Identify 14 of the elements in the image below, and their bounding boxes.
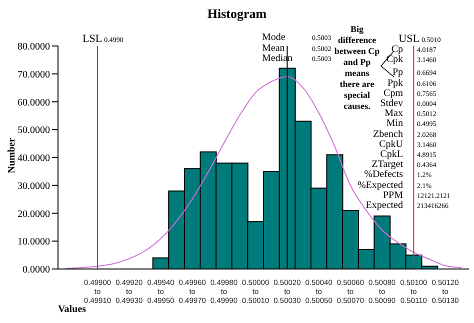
y-tick-label: 20.0000 (18, 208, 50, 220)
y-tick-label: 10.0000 (18, 236, 50, 248)
y-tick-label: 50.0000 (18, 125, 50, 136)
x-axis-title: Values (58, 304, 87, 315)
annotation: Big difference between Cp and Pp means there are special causes. (334, 24, 380, 112)
y-tick-label: 0.0000 (22, 264, 50, 276)
line-series (65, 76, 462, 269)
y-axis-title: Number (6, 136, 18, 176)
y-tick-label: 60.0000 (18, 97, 50, 108)
y-tick-label: 70.0000 (18, 69, 50, 80)
y-tick-label: 80.0000 (18, 42, 50, 53)
y-tick-label: 30.0000 (18, 180, 50, 192)
y-tick-label: 40.0000 (18, 153, 50, 164)
chart-title: Histogram (206, 6, 268, 22)
